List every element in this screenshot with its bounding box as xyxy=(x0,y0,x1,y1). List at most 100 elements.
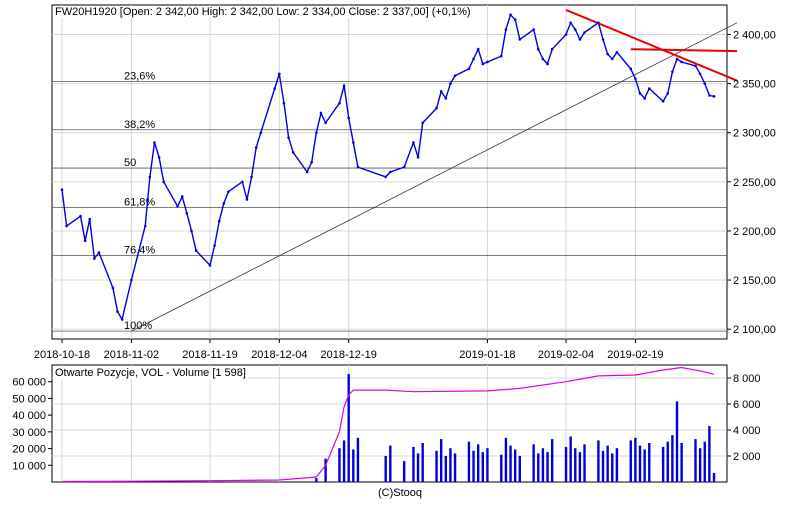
volume-bar xyxy=(666,441,669,482)
price-x-tick-label: 2018-12-19 xyxy=(321,349,377,361)
price-point xyxy=(176,205,179,208)
volume-bar xyxy=(509,445,512,482)
volume-bar xyxy=(638,445,642,482)
price-point xyxy=(606,52,609,56)
volume-bar xyxy=(500,454,503,482)
price-point xyxy=(384,175,387,179)
price-point xyxy=(601,38,605,41)
price-x-tick-label: 2019-01-18 xyxy=(459,349,515,361)
volume-bar xyxy=(698,448,702,482)
volume-bar xyxy=(703,441,706,482)
price-point xyxy=(615,50,619,54)
price-point xyxy=(499,54,503,58)
price-point xyxy=(194,249,198,252)
price-y-tick-label: 2 250,00 xyxy=(733,177,776,189)
price-point xyxy=(83,239,87,243)
volume-bar xyxy=(708,426,711,482)
price-point xyxy=(319,111,323,115)
price-point xyxy=(550,47,554,51)
price-point xyxy=(162,180,166,184)
price-point xyxy=(597,21,600,24)
volume-right-axis: 2 000 4 000 6 000 8 000 xyxy=(727,373,761,463)
price-x-axis: 2018-10-18 2018-11-02 2018-11-19 2018-12-04… xyxy=(34,339,664,361)
price-point xyxy=(259,131,263,135)
price-point xyxy=(694,64,697,68)
volume-bar xyxy=(504,437,508,482)
price-point xyxy=(536,47,540,51)
price-point xyxy=(610,57,614,61)
price-point xyxy=(661,99,665,103)
volume-bar xyxy=(680,443,683,482)
price-point xyxy=(486,60,489,64)
price-point xyxy=(708,94,711,97)
volume-bar xyxy=(661,446,665,482)
volume-bar xyxy=(629,440,632,482)
volume-bar xyxy=(648,443,651,482)
price-point xyxy=(79,214,82,218)
price-x-tick-label: 2018-12-04 xyxy=(251,349,307,361)
price-point xyxy=(217,219,221,223)
volume-bar xyxy=(643,449,646,482)
trend-lines xyxy=(131,8,738,332)
price-point xyxy=(532,28,535,31)
volume-left-tick-label: 30 000 xyxy=(12,427,46,439)
price-point xyxy=(643,97,646,100)
price-point xyxy=(389,170,392,174)
volume-bar xyxy=(574,448,577,482)
price-point xyxy=(93,257,96,260)
price-point xyxy=(680,60,683,64)
volume-right-tick-label: 4 000 xyxy=(733,425,761,437)
volume-bar xyxy=(444,456,448,482)
price-point xyxy=(254,146,258,149)
price-point xyxy=(245,198,249,201)
volume-right-tick-label: 2 000 xyxy=(733,451,761,463)
price-point xyxy=(190,229,193,233)
volume-bar xyxy=(467,441,471,482)
price-point xyxy=(153,141,156,144)
volume-bar xyxy=(532,444,535,482)
volume-bar xyxy=(389,445,392,482)
volume-left-tick-label: 10 000 xyxy=(12,460,46,472)
volume-bar xyxy=(541,448,545,482)
volume-left-axis: 10 000 20 000 30 000 40 000 50 000 60 000 xyxy=(12,377,52,472)
price-point xyxy=(421,121,424,125)
price-y-tick-label: 2 150,00 xyxy=(733,275,776,287)
price-point xyxy=(476,47,480,51)
price-y-tick-label: 2 300,00 xyxy=(733,128,776,140)
fibonacci-level-label: 61,8% xyxy=(124,196,155,208)
price-point xyxy=(222,202,226,205)
volume-bar xyxy=(476,444,480,482)
volume-bar xyxy=(356,437,360,482)
price-x-tick-label: 2018-10-18 xyxy=(34,349,90,361)
price-point xyxy=(444,97,448,100)
price-point xyxy=(671,70,674,74)
volume-bar xyxy=(384,456,387,482)
price-point xyxy=(638,92,642,95)
price-y-tick-label: 2 350,00 xyxy=(733,79,776,91)
price-point xyxy=(111,286,115,290)
volume-bar xyxy=(611,453,614,482)
price-point xyxy=(315,131,318,135)
price-point xyxy=(703,82,707,85)
price-point xyxy=(453,74,457,78)
volume-left-tick-label: 40 000 xyxy=(12,410,46,422)
fibonacci-levels: 23,6% 38,2% 50 61,8% 76,4% 100% xyxy=(52,71,727,332)
price-point xyxy=(310,160,314,164)
price-point xyxy=(481,62,485,66)
price-point xyxy=(88,217,92,221)
volume-bar xyxy=(550,439,554,482)
price-point xyxy=(65,224,68,228)
price-point xyxy=(143,224,147,228)
volume-bar xyxy=(606,445,609,482)
price-point xyxy=(157,155,161,159)
volume-bar xyxy=(338,448,341,482)
price-point xyxy=(675,57,679,61)
volume-bar xyxy=(412,446,415,482)
price-point xyxy=(467,67,471,71)
fibonacci-level-label: 38,2% xyxy=(124,119,155,131)
price-point xyxy=(342,84,346,87)
price-point xyxy=(439,90,443,93)
volume-bar xyxy=(421,443,424,482)
price-point xyxy=(509,13,512,17)
